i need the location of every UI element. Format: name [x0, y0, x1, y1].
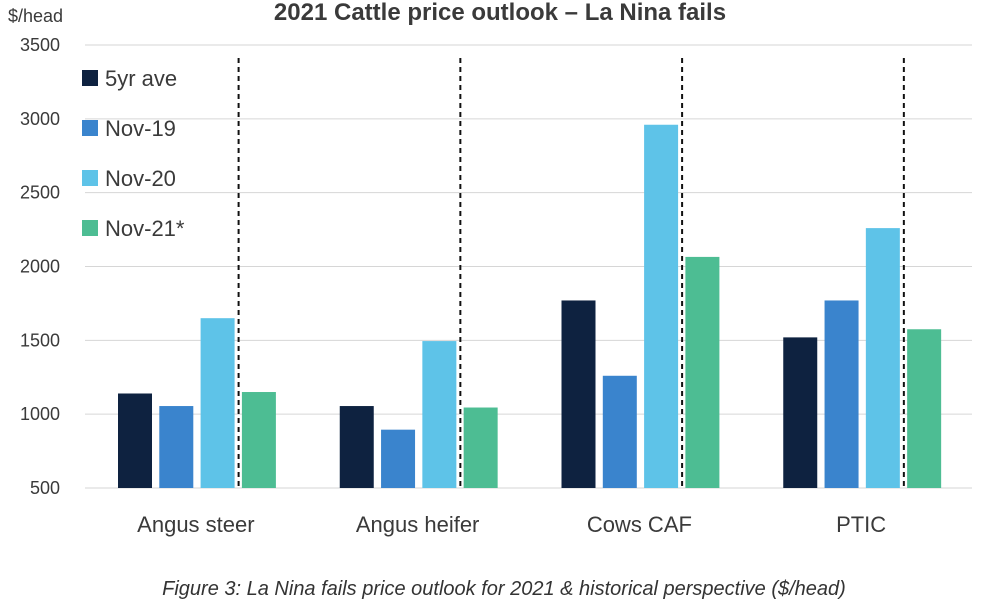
x-category-label: Cows CAF: [587, 512, 692, 537]
legend: 5yr ave Nov-19 Nov-20 Nov-21*: [82, 66, 185, 241]
y-tick-label: 1000: [20, 404, 60, 424]
legend-swatch: [82, 70, 98, 86]
y-tick-label: 2000: [20, 257, 60, 277]
bar: [159, 406, 194, 488]
y-tick-label: 500: [30, 478, 60, 498]
bar: [381, 429, 416, 488]
bar: [200, 318, 235, 488]
y-tick-label: 2500: [20, 183, 60, 203]
bar: [644, 124, 679, 489]
x-category-label: Angus steer: [137, 512, 254, 537]
legend-label: 5yr ave: [105, 66, 177, 91]
x-category-label: Angus heifer: [356, 512, 480, 537]
legend-swatch: [82, 170, 98, 186]
bar: [685, 256, 720, 488]
chart-title: 2021 Cattle price outlook – La Nina fail…: [274, 0, 726, 26]
bar: [907, 329, 942, 488]
y-tick-label: 1500: [20, 330, 60, 350]
legend-label: Nov-21*: [105, 216, 185, 241]
bar: [118, 393, 152, 488]
bar: [339, 406, 374, 488]
bar: [865, 228, 900, 488]
x-category-label: PTIC: [836, 512, 886, 537]
bar: [422, 341, 457, 488]
x-axis-categories: Angus steer Angus heifer Cows CAF PTIC: [137, 512, 886, 537]
y-tick-label: 3500: [20, 35, 60, 55]
legend-label: Nov-19: [105, 116, 176, 141]
legend-swatch: [82, 220, 98, 236]
bar: [783, 337, 818, 488]
legend-swatch: [82, 120, 98, 136]
y-axis-label: $/head: [8, 6, 63, 26]
bars: [118, 124, 942, 489]
cattle-price-chart: 2021 Cattle price outlook – La Nina fail…: [8, 0, 972, 537]
bar: [241, 392, 276, 488]
bar: [561, 300, 596, 488]
bar: [463, 407, 498, 488]
y-tick-label: 3000: [20, 109, 60, 129]
y-axis-ticks: 500 1000 1500 2000 2500 3000 3500: [20, 35, 60, 498]
legend-label: Nov-20: [105, 166, 176, 191]
bar: [824, 300, 859, 488]
bar: [602, 375, 637, 488]
figure-caption: Figure 3: La Nina fails price outlook fo…: [162, 578, 846, 600]
